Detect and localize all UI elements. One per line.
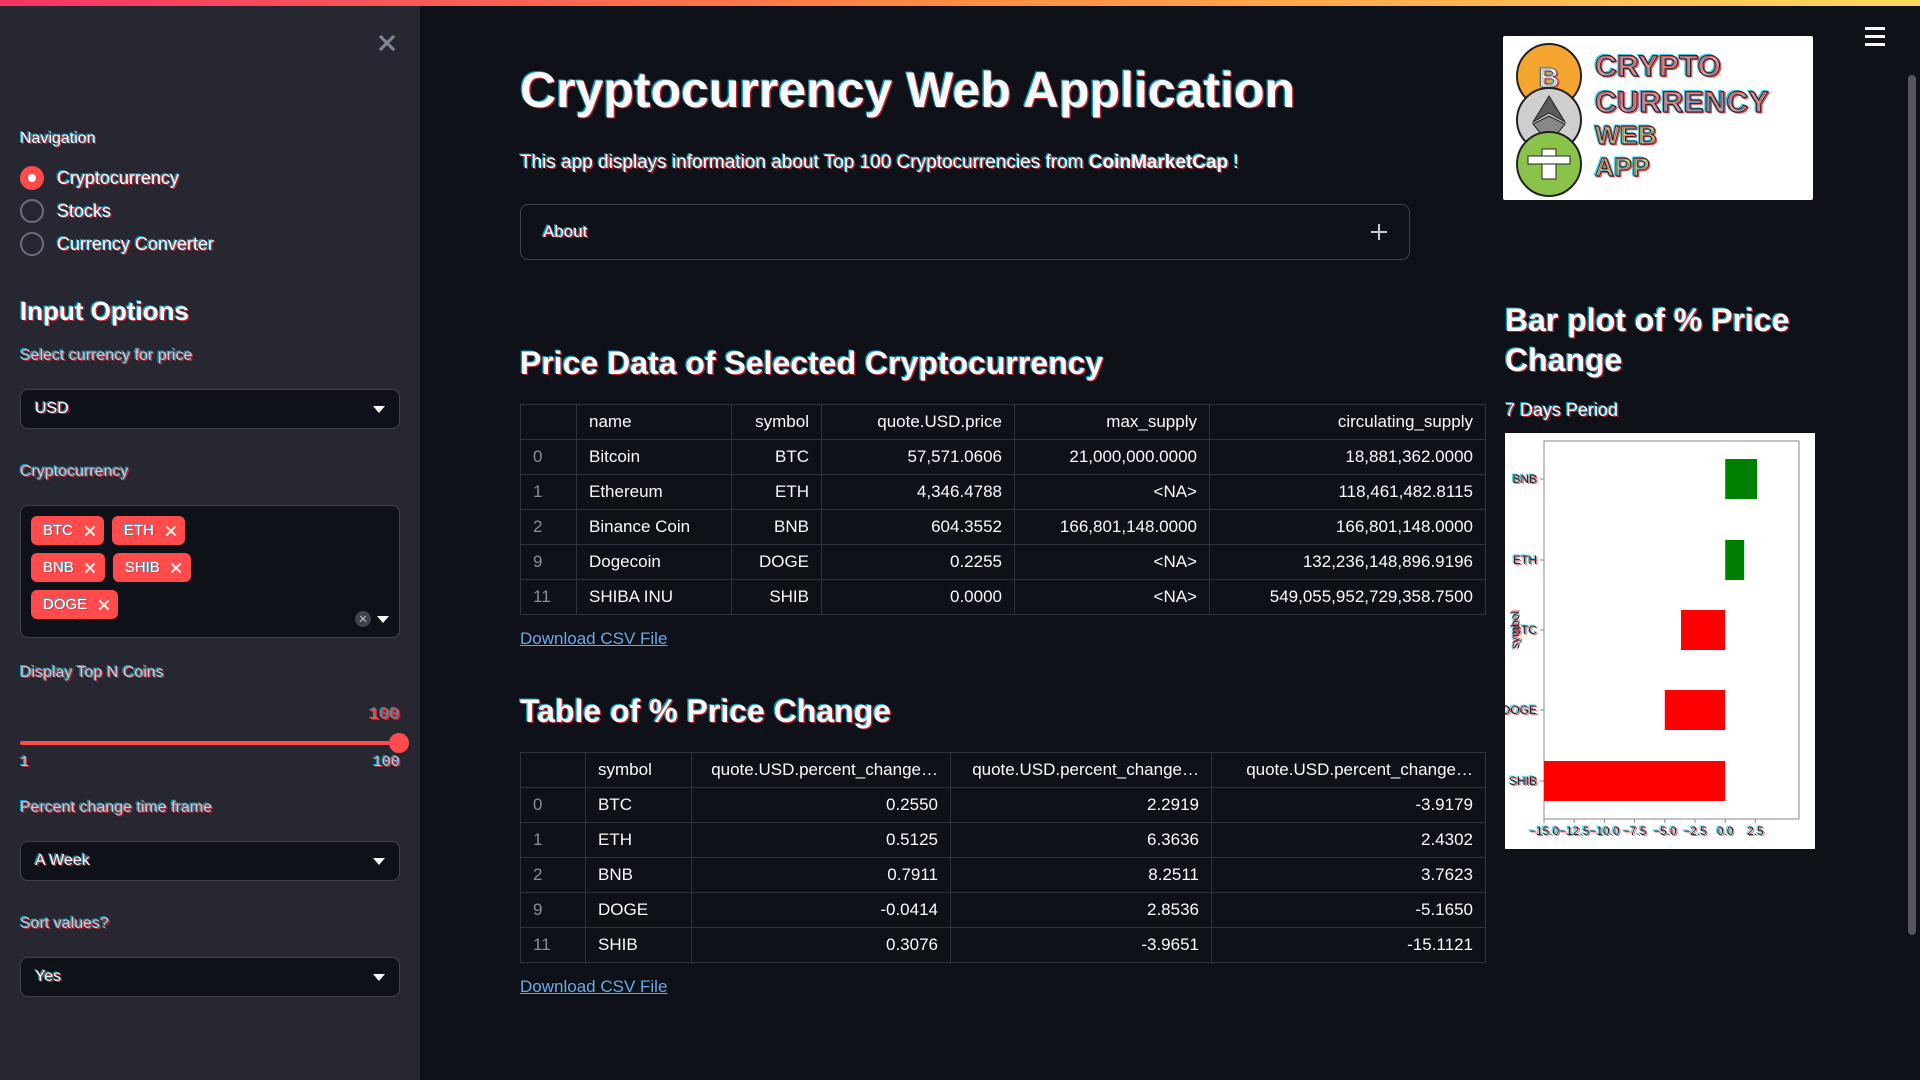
svg-text:−10.0: −10.0 xyxy=(1589,824,1620,838)
svg-text:BNB: BNB xyxy=(1512,472,1537,486)
svg-text:CRYPTO: CRYPTO xyxy=(1595,50,1721,83)
svg-text:ETH: ETH xyxy=(1513,553,1537,567)
svg-text:CURRENCY: CURRENCY xyxy=(1595,86,1769,119)
svg-text:APP: APP xyxy=(1595,152,1650,182)
svg-text:SHIB: SHIB xyxy=(1509,774,1537,788)
svg-text:−2.5: −2.5 xyxy=(1683,824,1707,838)
svg-text:−15.0: −15.0 xyxy=(1529,824,1560,838)
svg-text:symbol: symbol xyxy=(1508,611,1522,649)
svg-text:DOGE: DOGE xyxy=(1505,703,1537,717)
svg-text:0.0: 0.0 xyxy=(1717,824,1734,838)
svg-text:−5.0: −5.0 xyxy=(1653,824,1677,838)
svg-text:2.5: 2.5 xyxy=(1747,824,1764,838)
svg-text:−7.5: −7.5 xyxy=(1623,824,1647,838)
svg-text:−12.5: −12.5 xyxy=(1559,824,1590,838)
svg-text:WEB: WEB xyxy=(1595,120,1657,150)
